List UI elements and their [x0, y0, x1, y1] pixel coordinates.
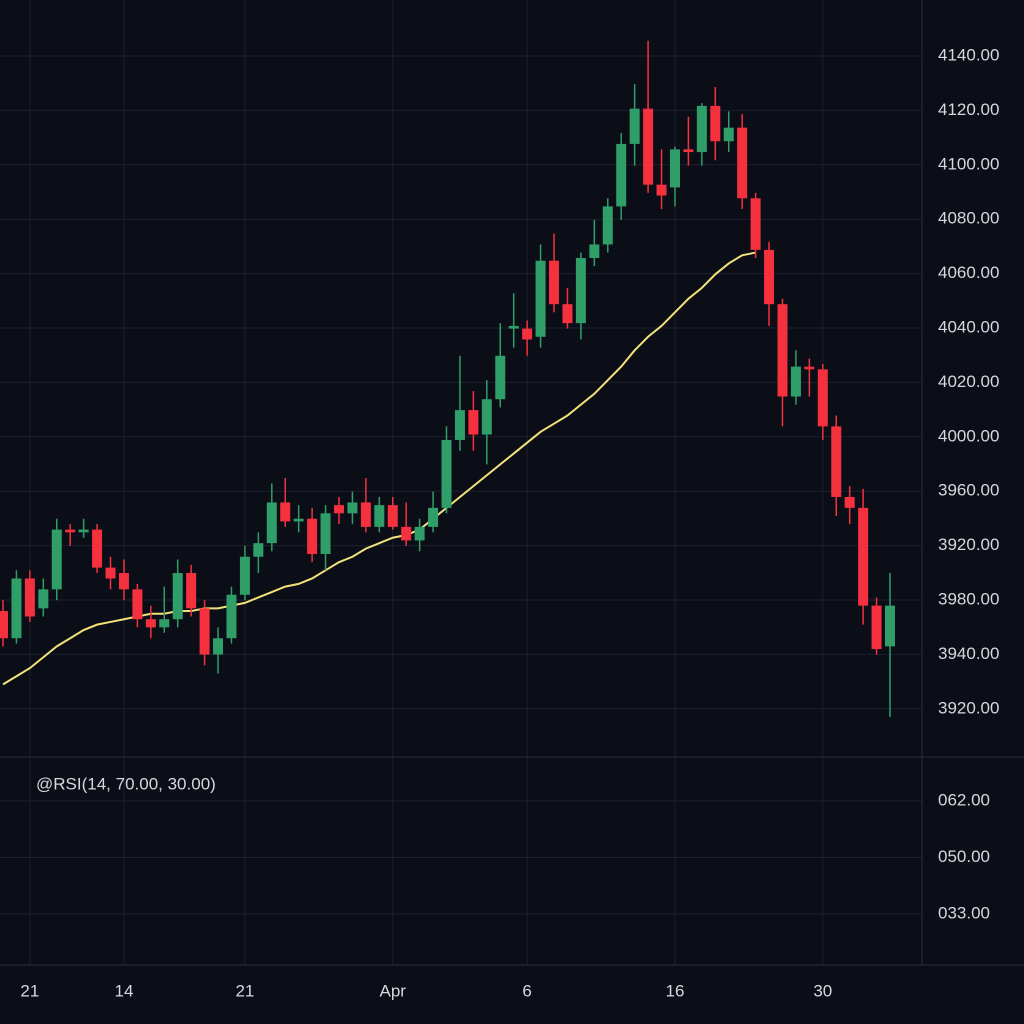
candle-body — [0, 611, 8, 639]
candle-body — [387, 505, 398, 527]
x-tick-label: 6 — [522, 981, 531, 1000]
candle-body — [643, 108, 654, 185]
indicator-label: @RSI(14, 70.00, 30.00) — [36, 774, 216, 793]
candle-body — [885, 605, 895, 647]
y-tick-label: 3920.00 — [938, 535, 999, 554]
y-tick-label: 3940.00 — [938, 644, 999, 663]
candle-body — [24, 578, 35, 617]
candle-body — [172, 573, 183, 620]
candle-body — [616, 143, 627, 207]
candle-body — [213, 638, 224, 655]
candle-body — [750, 198, 761, 250]
x-tick-label: 21 — [20, 981, 39, 1000]
candle-body — [562, 304, 573, 324]
moving-average — [2, 251, 756, 686]
candle-body — [347, 502, 358, 514]
y-tick-label: 3960.00 — [938, 481, 999, 500]
candle-body — [51, 529, 62, 590]
candle-body — [428, 507, 439, 527]
candle-body — [11, 578, 22, 639]
candle-body — [589, 244, 600, 259]
candle-body — [575, 258, 586, 324]
y-tick-label: 3920.00 — [938, 698, 999, 717]
candle-body — [804, 366, 815, 370]
candle-body — [481, 399, 492, 435]
candle-body — [65, 529, 76, 533]
candle-body — [253, 543, 264, 557]
candle-body — [307, 518, 318, 555]
candle-body — [239, 556, 250, 595]
x-tick-label: Apr — [380, 981, 407, 1000]
x-tick-label: 21 — [235, 981, 254, 1000]
candle-body — [441, 439, 452, 508]
candle-body — [777, 304, 788, 397]
candle-body — [401, 526, 412, 541]
candle-body — [226, 594, 237, 639]
candle-body — [495, 355, 506, 400]
candle-body — [831, 426, 842, 497]
x-tick-label: 16 — [666, 981, 685, 1000]
x-tick-label: 30 — [813, 981, 832, 1000]
grid — [0, 0, 922, 965]
y-tick-label: 050.00 — [938, 847, 990, 866]
candle-body — [280, 502, 291, 522]
candle-body — [629, 108, 640, 144]
candle-body — [549, 260, 560, 305]
candle-body — [266, 502, 277, 544]
candle-body — [360, 502, 371, 527]
candle-body — [92, 529, 103, 568]
y-tick-label: 4140.00 — [938, 45, 999, 64]
candle-body — [468, 410, 479, 435]
y-tick-label: 062.00 — [938, 790, 990, 809]
candle-body — [78, 529, 89, 533]
candle-body — [602, 206, 613, 245]
candle-body — [333, 505, 344, 514]
plot — [0, 40, 895, 717]
y-tick-label: 4120.00 — [938, 100, 999, 119]
candle-body — [454, 410, 465, 440]
candle-body — [535, 260, 546, 337]
candle-body — [159, 619, 170, 628]
y-tick-label: 4080.00 — [938, 209, 999, 228]
y-tick-label: 4020.00 — [938, 372, 999, 391]
candle-body — [186, 573, 197, 609]
candle-body — [764, 249, 775, 305]
y-tick-label: 033.00 — [938, 903, 990, 922]
candle-body — [145, 619, 156, 628]
candle-body — [790, 366, 801, 397]
y-tick-label: 4000.00 — [938, 426, 999, 445]
candle-body — [320, 513, 331, 555]
candle-body — [414, 526, 425, 541]
candle-body — [38, 589, 49, 609]
candle-body — [374, 505, 385, 527]
y-tick-label: 4040.00 — [938, 317, 999, 336]
candle-body — [118, 573, 129, 590]
candle-body — [710, 105, 721, 142]
candle-body — [669, 149, 680, 188]
candle-body — [656, 184, 667, 196]
candle-body — [737, 127, 748, 199]
y-tick-label: 4060.00 — [938, 263, 999, 282]
candle-body — [723, 127, 734, 142]
candle-body — [696, 105, 707, 153]
candle-body — [508, 325, 519, 329]
candle-body — [105, 567, 116, 579]
candle-body — [683, 149, 694, 153]
candle-body — [858, 507, 869, 606]
candle-body — [844, 496, 855, 508]
candle-body — [199, 608, 210, 655]
y-tick-label: 3980.00 — [938, 589, 999, 608]
candle-body — [293, 518, 304, 522]
candle-body — [132, 589, 143, 620]
candle-body — [522, 328, 533, 340]
candle-body — [817, 369, 828, 427]
candle-body — [871, 605, 882, 650]
y-tick-label: 4100.00 — [938, 154, 999, 173]
x-tick-label: 14 — [114, 981, 133, 1000]
